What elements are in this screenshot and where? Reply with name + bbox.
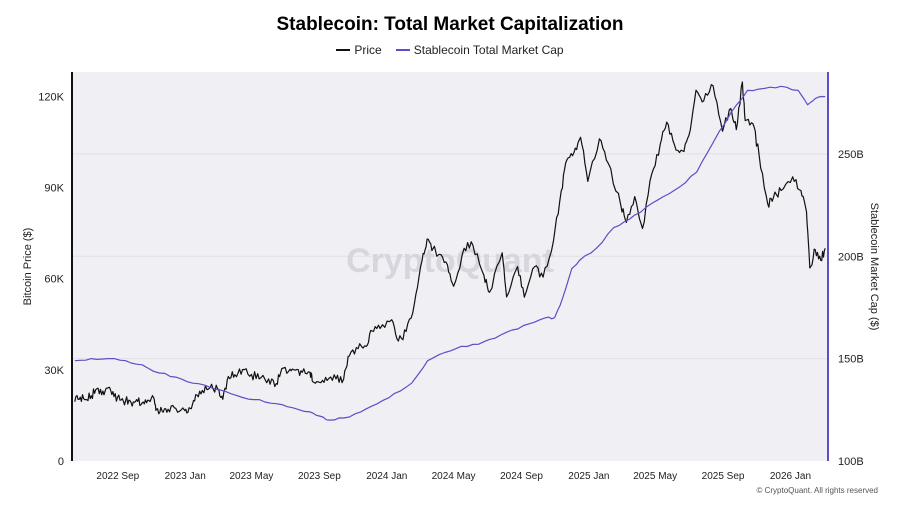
y-right-tick-label-2: 200B	[838, 251, 864, 263]
x-tick-label-1: 2023 Jan	[165, 471, 206, 482]
y-left-tick-label-4: 120K	[38, 91, 64, 103]
x-tick-label-9: 2025 Sep	[702, 471, 745, 482]
x-tick-label-8: 2025 May	[633, 471, 677, 482]
x-tick-label-6: 2024 Sep	[500, 471, 543, 482]
y-left-axis-title: Bitcoin Price ($)	[22, 228, 34, 306]
x-tick-label-7: 2025 Jan	[568, 471, 609, 482]
series-line-price	[74, 81, 826, 415]
y-left-tick-label-0: 0	[58, 456, 64, 468]
legend-item-price[interactable]: Price	[336, 43, 382, 57]
y-right-axis-title: Stablecoin Market Cap ($)	[868, 203, 880, 331]
legend-swatch-stablecoin	[395, 49, 410, 51]
x-tick-label-10: 2026 Jan	[770, 471, 811, 482]
y-left-tick-label-3: 90K	[44, 182, 64, 194]
legend-item-stablecoin[interactable]: Stablecoin Total Market Cap	[395, 43, 564, 57]
y-right-tick-label-3: 250B	[838, 149, 864, 161]
x-tick-label-5: 2024 May	[432, 471, 476, 482]
x-tick-label-4: 2024 Jan	[366, 471, 407, 482]
y-right-tick-label-0: 100B	[838, 456, 864, 468]
legend-swatch-price	[336, 49, 351, 51]
x-tick-label-2: 2023 May	[230, 471, 274, 482]
legend: Price Stablecoin Total Market Cap	[0, 43, 900, 57]
y-left-tick-label-1: 30K	[44, 365, 64, 377]
x-tick-label-3: 2023 Sep	[298, 471, 341, 482]
x-tick-label-0: 2022 Sep	[96, 471, 139, 482]
legend-label-price: Price	[354, 43, 382, 57]
chart-title: Stablecoin: Total Market Capitalization	[276, 14, 624, 35]
legend-label-stablecoin: Stablecoin Total Market Cap	[413, 43, 564, 57]
y-right-tick-label-1: 150B	[838, 354, 864, 366]
series-line-stablecoin	[74, 85, 826, 421]
copyright-notice: © CryptoQuant. All rights reserved	[756, 486, 879, 495]
y-left-tick-label-2: 60K	[44, 274, 64, 286]
